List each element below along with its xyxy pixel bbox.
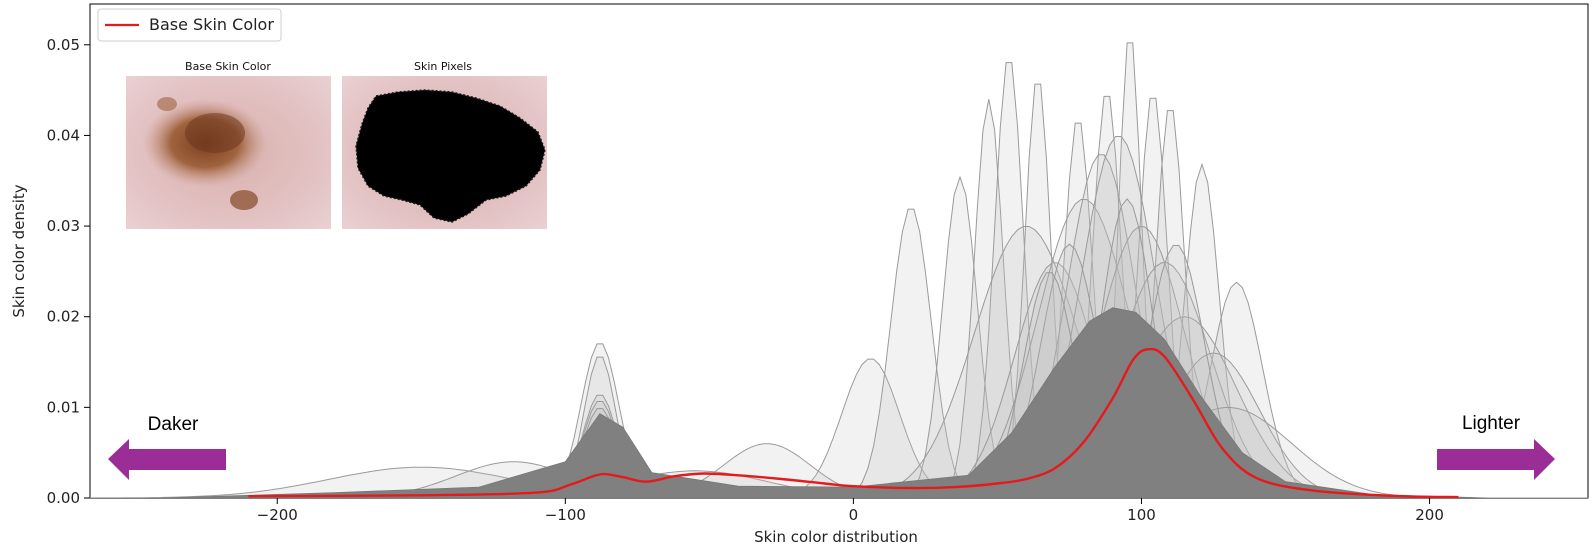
density-curve-5	[90, 358, 1588, 498]
right-arrow-shape	[1437, 439, 1555, 480]
y-axis-title: Skin color density	[10, 184, 28, 317]
x-axis-ticks: −200 −100 0 100 200	[257, 498, 1444, 524]
left-arrow-label: Daker	[148, 414, 199, 435]
right-arrow-label: Lighter	[1462, 413, 1521, 434]
y-tick-label: 0.03	[47, 217, 80, 235]
y-axis-ticks: 0.00 0.01 0.02 0.03 0.04 0.05	[47, 36, 90, 507]
legend-label: Base Skin Color	[149, 15, 274, 34]
darker-arrow: Daker	[108, 414, 226, 480]
inset-title-skin-pixels: Skin Pixels	[414, 60, 472, 73]
y-tick-label: 0.01	[47, 398, 80, 416]
left-arrow-shape	[108, 439, 226, 480]
legend: Base Skin Color	[97, 8, 282, 42]
lesion-core	[185, 113, 245, 153]
plot-area	[89, 3, 1589, 499]
inset-base-skin-color: Base Skin Color	[126, 60, 331, 229]
base-skin-color-curve	[248, 347, 1459, 498]
lesion-spot	[230, 190, 258, 210]
inset-title-base: Base Skin Color	[185, 60, 271, 73]
x-tick-label: 200	[1415, 506, 1444, 524]
x-tick-label: −200	[257, 506, 298, 524]
lesion-mask	[355, 89, 546, 223]
lighter-arrow: Lighter	[1437, 413, 1555, 480]
lesion-spot-small	[157, 97, 177, 111]
x-tick-label: −100	[545, 506, 586, 524]
y-tick-label: 0.00	[47, 489, 80, 507]
x-tick-label: 0	[849, 506, 859, 524]
y-tick-label: 0.02	[47, 308, 80, 326]
gray-aggregate-area	[161, 307, 1488, 498]
legend-box	[97, 8, 282, 42]
y-tick-label: 0.04	[47, 126, 80, 144]
base-skin-color-line	[248, 347, 1459, 498]
x-axis-title: Skin color distribution	[754, 528, 918, 546]
x-tick-label: 100	[1127, 506, 1156, 524]
y-tick-label: 0.05	[47, 36, 80, 54]
gray-area-path	[161, 307, 1488, 498]
inset-skin-pixels: Skin Pixels	[342, 60, 547, 229]
